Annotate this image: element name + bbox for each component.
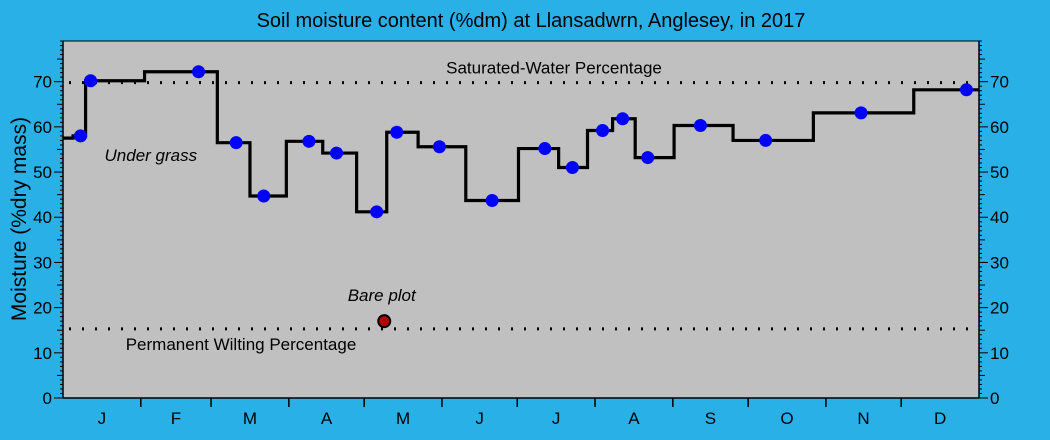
y-tick-label-right: 60 — [990, 118, 1009, 137]
data-point-under-grass — [538, 142, 552, 156]
y-tick-label-right: 70 — [990, 73, 1009, 92]
annotations: Under grass Bare plot — [105, 146, 417, 305]
y-tick-label-left: 60 — [33, 118, 52, 137]
data-point-under-grass — [302, 134, 316, 148]
reference-lines: Saturated-Water Percentage Permanent Wilt… — [69, 59, 976, 354]
y-tick-label-right: 40 — [990, 208, 1009, 227]
data-point-under-grass — [84, 74, 98, 88]
x-tick-label: M — [243, 409, 257, 428]
x-tick-label: A — [321, 409, 333, 428]
data-point-under-grass — [229, 136, 243, 150]
y-tick-label-left: 20 — [33, 299, 52, 318]
x-tick-label: J — [475, 409, 484, 428]
y-tick-label-left: 70 — [33, 73, 52, 92]
y-tick-label-right: 10 — [990, 344, 1009, 363]
y-tick-label-left: 30 — [33, 253, 52, 272]
y-tick-label-right: 0 — [990, 389, 999, 408]
x-tick-label: J — [98, 409, 107, 428]
data-point-under-grass — [74, 129, 88, 143]
data-point-under-grass — [330, 146, 344, 160]
data-point-under-grass — [370, 205, 384, 219]
data-point-under-grass — [616, 112, 630, 126]
data-point-under-grass — [390, 125, 404, 139]
data-point-under-grass — [641, 151, 655, 165]
data-points — [74, 65, 973, 329]
x-tick-label: D — [934, 409, 946, 428]
x-tick-label: J — [552, 409, 561, 428]
data-point-bare-plot — [377, 314, 392, 329]
data-point-under-grass — [485, 194, 499, 208]
y-tick-label-left: 50 — [33, 163, 52, 182]
data-point-under-grass — [432, 140, 446, 154]
reference-line-label: Saturated-Water Percentage — [446, 59, 662, 78]
data-point-under-grass — [854, 106, 868, 120]
x-tick-label: M — [396, 409, 410, 428]
y-tick-label-right: 50 — [990, 163, 1009, 182]
x-tick-label: N — [857, 409, 869, 428]
series-annotation: Under grass — [105, 146, 198, 165]
x-tick-label: O — [780, 409, 793, 428]
x-tick-label: F — [171, 409, 181, 428]
y-axis-label: Moisture (%dry mass) — [8, 117, 31, 321]
axes: 0 0 10 10 20 20 30 30 40 40 50 50 60 60 70 70 J F M A M J J A S O… — [33, 40, 1009, 428]
series-annotation: Bare plot — [348, 286, 417, 305]
data-point-under-grass — [565, 161, 579, 175]
y-tick-label-left: 10 — [33, 344, 52, 363]
data-point-under-grass — [959, 83, 973, 97]
x-tick-label: A — [628, 409, 640, 428]
data-point-under-grass — [596, 123, 610, 137]
y-tick-label-right: 20 — [990, 299, 1009, 318]
data-point-under-grass — [759, 133, 773, 147]
x-tick-label: S — [705, 409, 716, 428]
plot-area — [63, 41, 979, 398]
data-point-under-grass — [257, 189, 271, 203]
data-point-under-grass — [693, 119, 707, 133]
y-tick-label-right: 30 — [990, 253, 1009, 272]
y-tick-label-left: 0 — [43, 389, 52, 408]
chart-title: Soil moisture content (%dm) at Llansadwr… — [257, 10, 806, 32]
reference-line-label: Permanent Wilting Percentage — [126, 335, 357, 354]
data-point-under-grass — [192, 65, 206, 79]
y-tick-label-left: 40 — [33, 208, 52, 227]
